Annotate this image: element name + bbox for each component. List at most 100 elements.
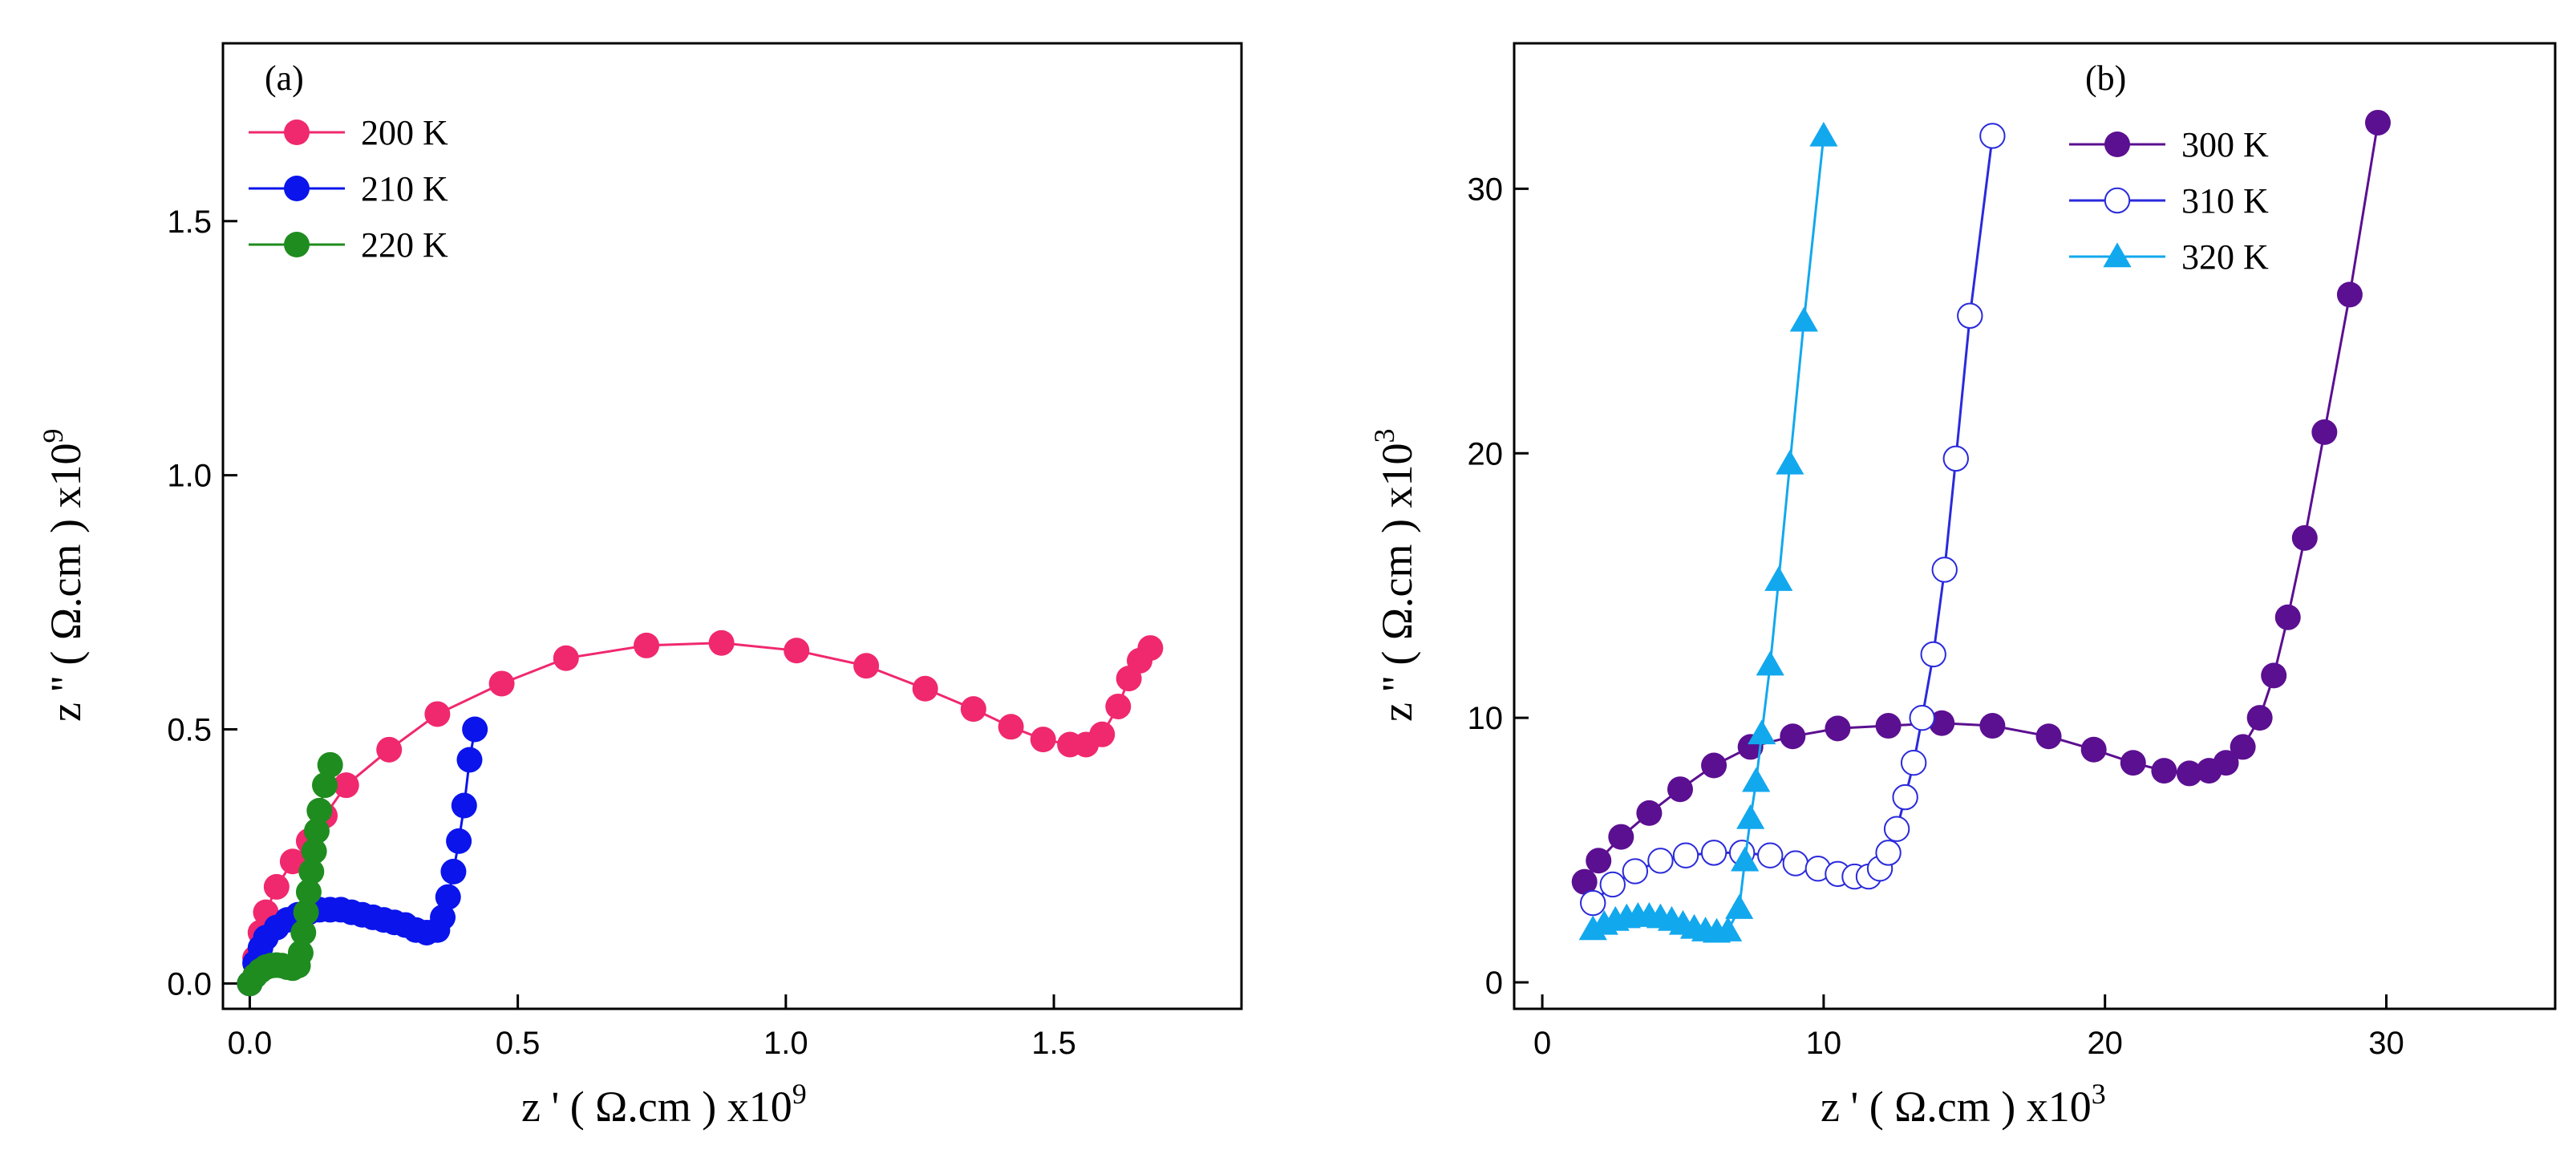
data-point xyxy=(1636,800,1663,826)
data-point xyxy=(1137,635,1164,662)
data-point xyxy=(853,653,880,679)
y-axis-title-b: z '' ( Ω.cm ) x103 xyxy=(1368,429,1421,723)
data-point xyxy=(1875,840,1902,866)
data-point xyxy=(284,232,310,257)
data-point xyxy=(303,818,330,844)
data-point xyxy=(440,858,467,885)
data-point xyxy=(1780,723,1806,750)
data-point xyxy=(1883,816,1910,842)
data-point xyxy=(1714,917,1743,941)
data-point xyxy=(1736,804,1765,829)
y-tick-label: 1.0 xyxy=(167,459,212,494)
data-point xyxy=(1608,824,1634,850)
data-point xyxy=(298,858,325,885)
legend-b: 300 K 310 K 320 K xyxy=(2069,125,2269,277)
data-point xyxy=(488,670,515,697)
data-point xyxy=(553,645,579,671)
data-point xyxy=(284,176,310,201)
data-point xyxy=(451,792,477,819)
data-point xyxy=(333,772,359,799)
data-point xyxy=(1909,704,1935,731)
data-point xyxy=(1809,121,1838,147)
data-point xyxy=(1756,650,1784,676)
data-point xyxy=(2104,187,2131,214)
data-point xyxy=(1105,693,1132,719)
plot-frame-a xyxy=(221,42,1243,1010)
tick-group-a: 0.0 0.5 1.0 1.5 0.0 0.5 1.0 1.5 xyxy=(167,204,1075,1061)
y-tick-label: 1.5 xyxy=(167,204,212,240)
legend-label: 200 K xyxy=(361,113,448,152)
data-point xyxy=(263,873,290,900)
data-point xyxy=(1942,445,1969,472)
data-point xyxy=(1957,302,1983,329)
data-point xyxy=(2104,132,2130,157)
x-tick-label: 10 xyxy=(1806,1026,1842,1061)
data-point xyxy=(1789,306,1818,332)
data-point xyxy=(960,696,986,723)
chart-panel-b: 0 10 20 30 0 10 20 30 (b) 300 K 310 K 320 K z ' (… xyxy=(1368,42,2557,1131)
data-point xyxy=(1622,858,1649,885)
data-point xyxy=(2080,736,2107,763)
data-point xyxy=(2274,604,2301,630)
data-point xyxy=(1892,783,1918,811)
data-point xyxy=(784,638,810,664)
data-point xyxy=(1748,719,1776,745)
x-axis-title-b: z ' ( Ω.cm ) x103 xyxy=(1821,1078,2106,1131)
x-tick-label: 1.5 xyxy=(1031,1026,1076,1061)
x-tick-label: 0.5 xyxy=(496,1026,541,1061)
data-point xyxy=(2213,750,2239,776)
plot-frame-b xyxy=(1513,42,2557,1010)
data-point xyxy=(998,714,1024,740)
data-point xyxy=(1929,710,1955,736)
data-point xyxy=(1900,750,1927,776)
data-point xyxy=(2261,662,2287,689)
data-point xyxy=(446,828,472,854)
data-point xyxy=(2120,750,2146,776)
y-tick-label: 0.5 xyxy=(167,712,212,747)
data-point xyxy=(634,632,660,658)
data-point xyxy=(317,751,343,778)
data-point xyxy=(912,675,938,702)
series-group-b xyxy=(1571,109,2391,943)
data-point xyxy=(284,119,310,145)
y-tick-label: 10 xyxy=(1468,701,1504,736)
legend-label: 210 K xyxy=(361,169,448,209)
legend-label: 220 K xyxy=(361,225,448,265)
data-point xyxy=(1757,842,1784,868)
data-point xyxy=(1647,848,1674,874)
data-point xyxy=(1920,641,1946,668)
data-point xyxy=(312,772,338,799)
data-point xyxy=(1931,557,1958,583)
data-point xyxy=(1979,713,2006,739)
data-point xyxy=(1731,846,1760,872)
data-point xyxy=(293,899,319,925)
panel-label-b: (b) xyxy=(2085,59,2126,98)
data-point xyxy=(1667,776,1693,803)
data-point xyxy=(1030,727,1056,753)
series-line xyxy=(1592,136,1825,933)
data-point xyxy=(295,879,322,905)
data-point xyxy=(1782,850,1809,877)
x-tick-label: 0 xyxy=(1533,1026,1551,1061)
data-point xyxy=(1672,842,1699,868)
data-point xyxy=(1979,123,2006,149)
legend-a: 200 K 210 K 220 K xyxy=(249,113,448,265)
data-point xyxy=(306,797,333,824)
data-point xyxy=(1700,840,1727,866)
data-point xyxy=(424,701,451,727)
data-point xyxy=(290,919,317,945)
legend-label: 300 K xyxy=(2181,125,2269,164)
x-tick-label: 1.0 xyxy=(763,1026,808,1061)
y-tick-label: 0 xyxy=(1485,966,1503,1001)
y-axis-title-a: z '' ( Ω.cm ) x109 xyxy=(37,429,90,723)
data-point xyxy=(2035,723,2062,750)
data-point xyxy=(708,630,735,656)
data-point xyxy=(2230,734,2256,760)
legend-label: 310 K xyxy=(2181,181,2269,221)
x-tick-label: 0.0 xyxy=(228,1026,273,1061)
data-point xyxy=(1586,848,1612,874)
y-tick-label: 30 xyxy=(1468,172,1504,207)
data-point xyxy=(279,848,306,875)
data-point xyxy=(1571,868,1598,895)
